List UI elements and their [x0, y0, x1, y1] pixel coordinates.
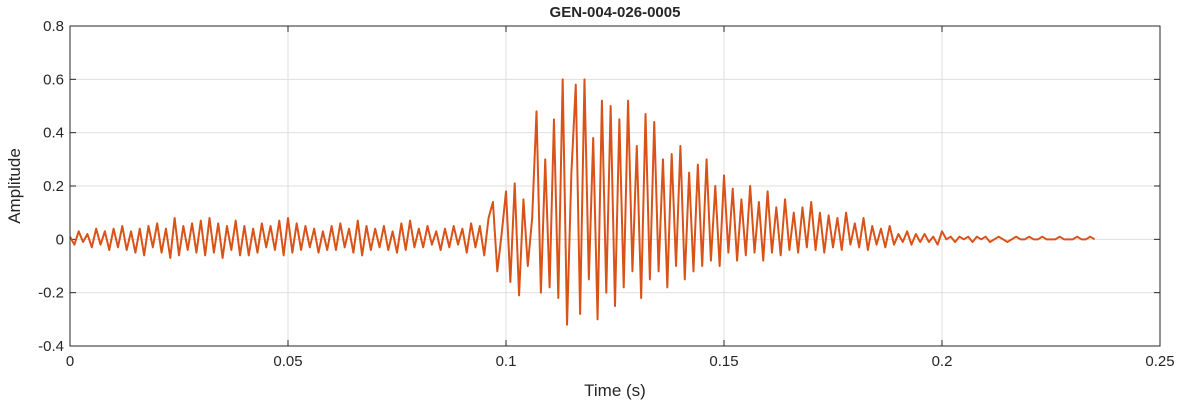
y-tick-label: -0.2	[38, 285, 64, 302]
y-tick-label: 0	[56, 231, 64, 248]
y-axis-label: Amplitude	[5, 148, 24, 224]
y-tick-label: 0.6	[43, 71, 64, 88]
y-tick-label: 0.8	[43, 18, 64, 35]
x-tick-label: 0	[66, 353, 74, 370]
y-tick-label: -0.4	[38, 338, 64, 355]
x-tick-label: 0.25	[1145, 353, 1174, 370]
waveform	[69, 78, 1096, 326]
y-tick-label: 0.4	[43, 125, 64, 142]
x-tick-label: 0.2	[932, 353, 953, 370]
x-tick-label: 0.05	[273, 353, 302, 370]
x-tick-label: 0.1	[496, 353, 517, 370]
plot-frame	[69, 25, 1161, 347]
x-axis-label: Time (s)	[584, 381, 646, 400]
x-tick-label: 0.15	[709, 353, 738, 370]
y-tick-label: 0.2	[43, 178, 64, 195]
chart-title: GEN-004-026-0005	[550, 4, 681, 21]
